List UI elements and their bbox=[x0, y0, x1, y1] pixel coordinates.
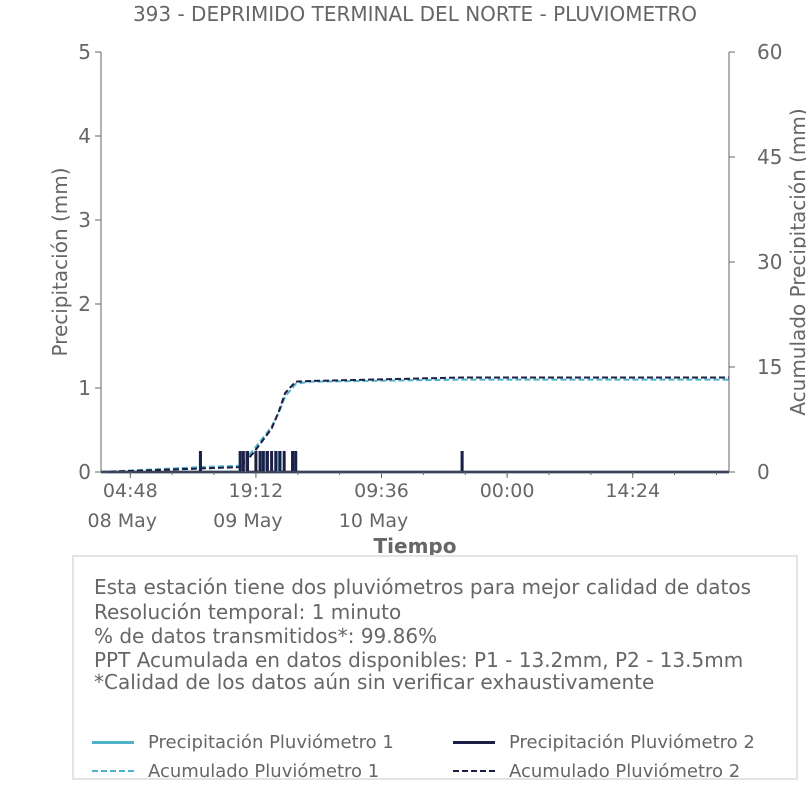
legend-item-precip-p2: Precipitación Pluviómetro 2 bbox=[453, 731, 755, 753]
legend-swatch-dashed-dark bbox=[453, 770, 495, 772]
x-tick-label: 04:48 bbox=[103, 480, 158, 502]
legend-swatch-solid-dark bbox=[453, 740, 495, 744]
legend-label-precip-p1: Precipitación Pluviómetro 1 bbox=[148, 731, 394, 753]
plot-marks bbox=[100, 376, 729, 474]
info-line-quality-note: *Calidad de los datos aún sin verificar … bbox=[94, 670, 655, 694]
y-left-tick-label: 5 bbox=[78, 40, 91, 64]
info-line-dual-gauges: Esta estación tiene dos pluviómetros par… bbox=[94, 575, 752, 599]
legend-item-accum-p1: Acumulado Pluviómetro 1 bbox=[92, 760, 379, 782]
x-axis-label: Tiempo bbox=[374, 534, 457, 558]
y-right-tick-label: 45 bbox=[757, 145, 782, 169]
y-left-tick-label: 4 bbox=[78, 124, 91, 148]
accum-p2-line bbox=[100, 376, 729, 473]
rainfall-chart: 393 - DEPRIMIDO TERMINAL DEL NORTE - PLU… bbox=[48, 2, 806, 558]
info-legend-box: Esta estación tiene dos pluviómetros par… bbox=[72, 555, 798, 782]
y-right-tick-label: 60 bbox=[757, 40, 782, 64]
legend-item-precip-p1: Precipitación Pluviómetro 1 bbox=[92, 731, 394, 753]
legend-label-precip-p2: Precipitación Pluviómetro 2 bbox=[509, 731, 755, 753]
legend-swatch-solid-light bbox=[92, 740, 134, 744]
x-tick-label: 19:12 bbox=[229, 480, 284, 502]
y-left-tick-label: 3 bbox=[78, 208, 91, 232]
x-date-label: 10 May bbox=[339, 510, 409, 532]
info-line-resolution: Resolución temporal: 1 minuto bbox=[94, 600, 402, 624]
legend-label-accum-p1: Acumulado Pluviómetro 1 bbox=[148, 760, 380, 782]
x-tick-label: 09:36 bbox=[354, 480, 409, 502]
x-tick-label: 14:24 bbox=[605, 480, 660, 502]
x-tick-label: 00:00 bbox=[480, 480, 535, 502]
info-line-transmitted: % de datos transmitidos*: 99.86% bbox=[94, 624, 438, 648]
y-left-tick-label: 2 bbox=[78, 292, 91, 316]
legend-swatch-dashed-light bbox=[92, 770, 134, 772]
chart-title: 393 - DEPRIMIDO TERMINAL DEL NORTE - PLU… bbox=[133, 2, 697, 26]
y-left-tick-label: 0 bbox=[78, 460, 91, 484]
accum-p1-line bbox=[100, 378, 729, 473]
info-line-accumulated: PPT Acumulada en datos disponibles: P1 -… bbox=[94, 648, 744, 672]
y-axis-left-label: Precipitación (mm) bbox=[48, 167, 72, 356]
x-date-label: 08 May bbox=[88, 510, 158, 532]
legend-item-accum-p2: Acumulado Pluviómetro 2 bbox=[453, 760, 740, 782]
y-left-tick-label: 1 bbox=[78, 376, 91, 400]
x-date-label: 09 May bbox=[213, 510, 283, 532]
y-right-tick-label: 30 bbox=[757, 250, 782, 274]
y-right-tick-label: 0 bbox=[757, 460, 770, 484]
y-axis-right-label: Acumulado Precipitación (mm) bbox=[786, 108, 806, 415]
legend-label-accum-p2: Acumulado Pluviómetro 2 bbox=[509, 760, 741, 782]
y-right-tick-label: 15 bbox=[757, 355, 782, 379]
